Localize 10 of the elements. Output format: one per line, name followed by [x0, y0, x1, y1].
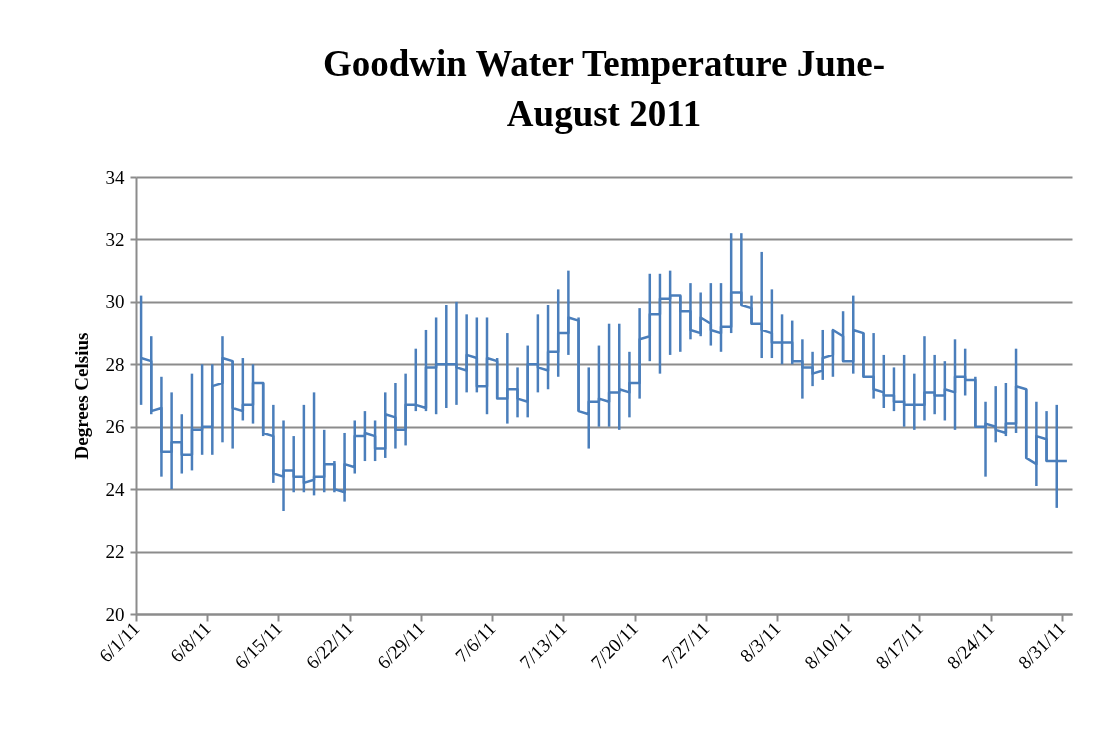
- y-tick-label: 34: [105, 166, 125, 188]
- y-tick-label: 32: [105, 228, 125, 250]
- y-tick-label: 30: [105, 291, 125, 313]
- y-tick-label: 20: [105, 603, 125, 625]
- y-tick-label: 22: [105, 541, 125, 563]
- y-axis-title: Degrees Celsius: [70, 332, 92, 460]
- y-tick-label: 28: [105, 353, 125, 375]
- y-tick-label: 26: [105, 416, 125, 438]
- y-tick-label: 24: [105, 478, 125, 500]
- chart-title: Goodwin Water Temperature June-August 2011: [322, 43, 886, 134]
